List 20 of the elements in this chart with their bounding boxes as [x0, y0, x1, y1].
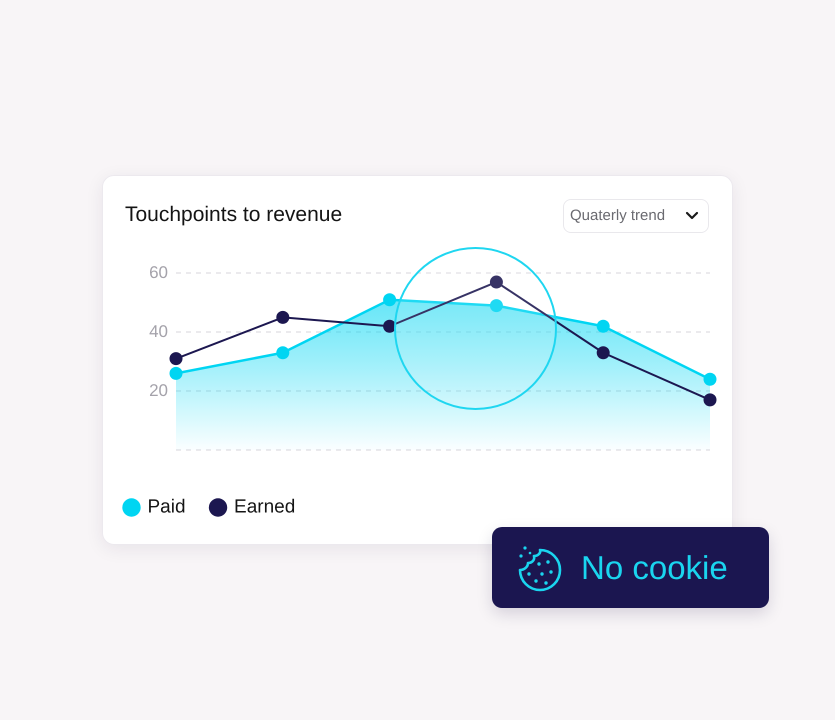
point [596, 320, 610, 333]
y-tick-label: 40 [149, 322, 168, 341]
point [596, 346, 610, 360]
point [490, 299, 503, 312]
point [276, 346, 290, 360]
y-tick-label: 60 [149, 262, 168, 282]
point [704, 372, 716, 386]
point [276, 310, 290, 324]
point [170, 352, 182, 366]
point [170, 366, 182, 380]
y-tick-label: 20 [149, 380, 168, 400]
badge: No cookie [492, 527, 769, 608]
legend-label: Paid [148, 496, 186, 518]
point [383, 320, 396, 333]
point [704, 393, 716, 406]
legend-label: Earned [234, 496, 296, 518]
point [490, 276, 503, 289]
point [383, 293, 396, 306]
dropdown: Quaterly trend [563, 199, 709, 233]
chart-title: Touchpoints to revenue [125, 202, 342, 228]
